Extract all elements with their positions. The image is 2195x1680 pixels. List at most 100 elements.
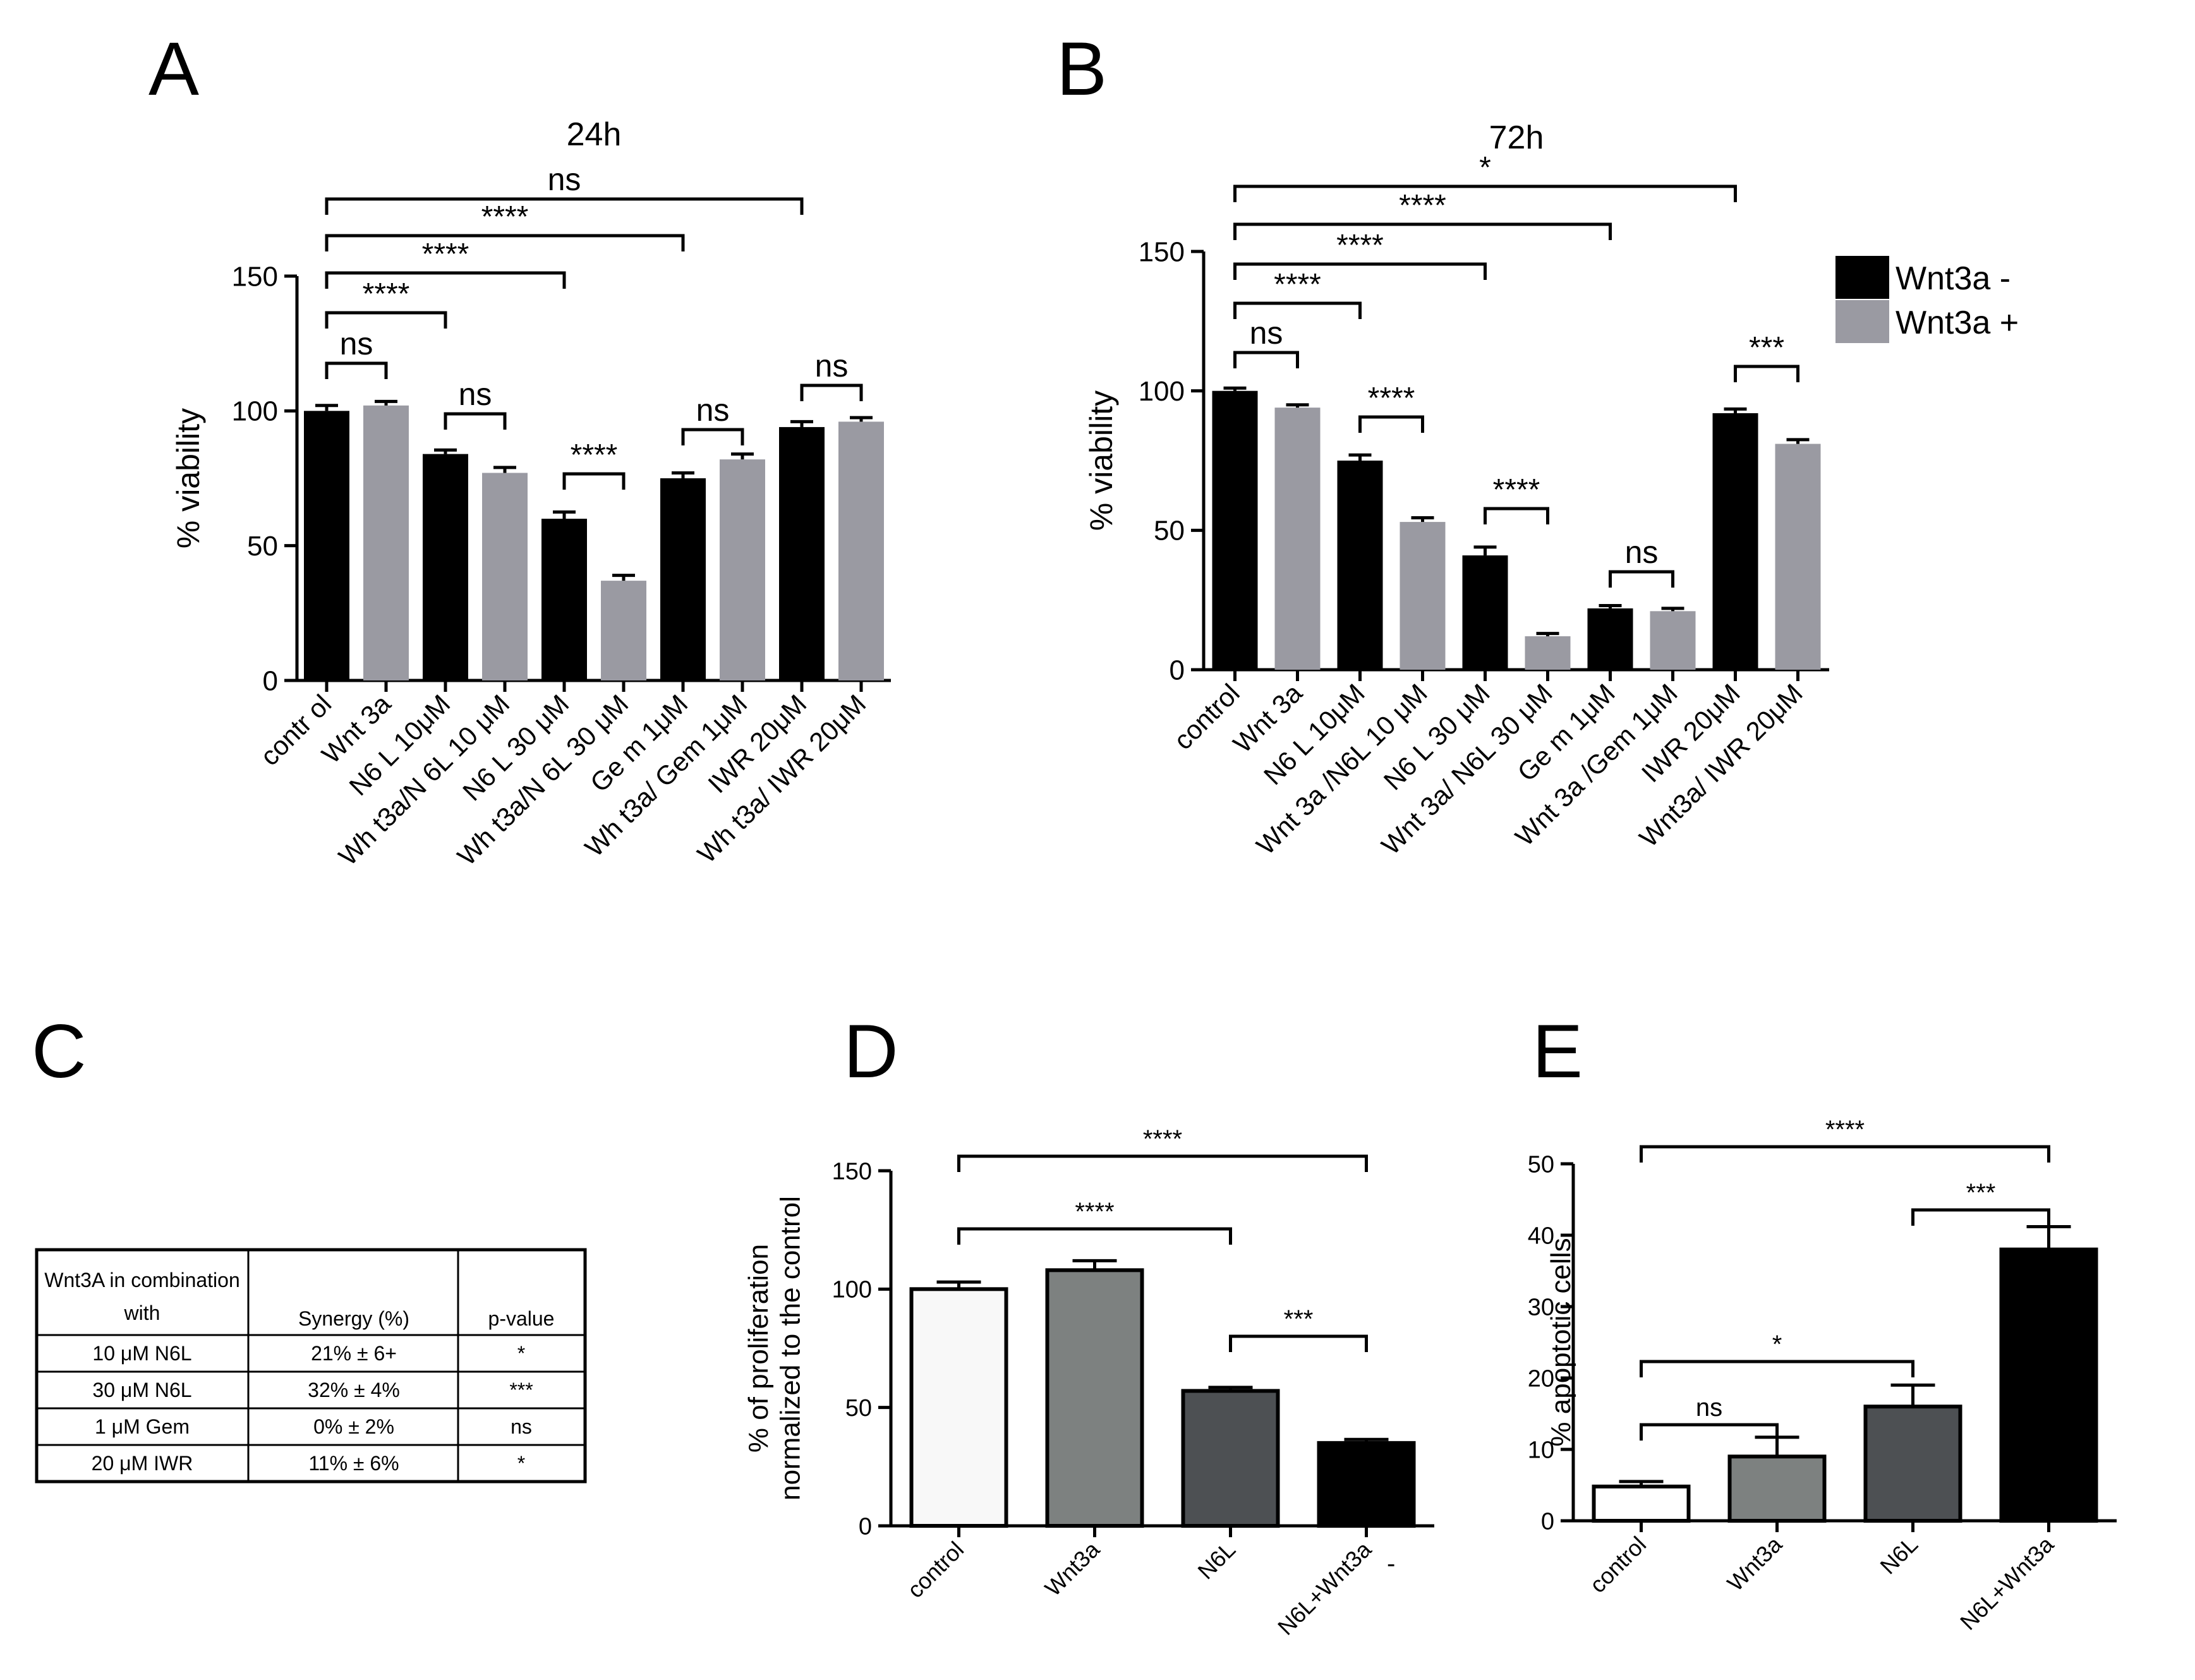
y-tick-label: 150: [232, 261, 278, 292]
y-tick-label: 0: [1170, 655, 1185, 686]
y-tick-label: 20: [1528, 1365, 1554, 1392]
significance-label: ****: [1336, 229, 1384, 262]
y-axis-label: % viability: [1084, 390, 1119, 531]
bar: [1863, 1405, 1962, 1523]
y-axis-label-line-1: % of proliferation: [743, 1244, 774, 1453]
table-cell: 21% ± 6+: [311, 1342, 397, 1365]
bar: [423, 454, 468, 680]
y-tick-label: 50: [1154, 516, 1185, 547]
significance-label: ns: [340, 326, 373, 361]
bar: [1462, 555, 1508, 670]
synergy-table: Wnt3A in combination with Synergy (%) p-…: [35, 1248, 587, 1484]
significance-label: ****: [571, 438, 618, 472]
table-cell: 10 μM N6L: [92, 1342, 191, 1365]
significance-bracket: [562, 472, 626, 490]
x-tick-label: N6L+Wnt3a: [1273, 1536, 1377, 1640]
bar: [1181, 1389, 1280, 1528]
table-cell: 1 μM Gem: [95, 1415, 190, 1438]
bar: [1400, 522, 1446, 670]
bar: [1727, 1454, 1827, 1523]
significance-label: *: [1479, 151, 1491, 184]
bar: [1317, 1441, 1416, 1528]
chart-e: 0 10 20 30 40 50 % apoptotic cells control Wnt3a…: [1528, 1116, 2117, 1635]
significance-label: ns: [696, 392, 730, 428]
table-border: [35, 1248, 587, 1484]
y-tick-label: 50: [1528, 1151, 1554, 1178]
significance-bracket: [1609, 570, 1674, 588]
legend-label-wnt3a-minus: Wnt3a -: [1896, 260, 2011, 297]
chart-d: 0 50 100 150 % of proliferationnormalized to…: [743, 1125, 1434, 1640]
table-cell: *: [517, 1342, 525, 1365]
y-tick-label: 0: [263, 665, 278, 696]
significance-label: ns: [459, 377, 492, 412]
y-tick-label: 50: [247, 531, 278, 562]
stray-mark: -: [1387, 1550, 1395, 1578]
significance-bracket: [325, 361, 388, 379]
y-tick-label: 100: [232, 396, 278, 427]
bar: [1650, 611, 1696, 670]
significance-bracket: [1233, 301, 1362, 319]
significance-bracket: [957, 1227, 1232, 1245]
bar: [1587, 608, 1633, 670]
x-tick-label: N6L: [1875, 1532, 1923, 1580]
y-tick-label: 0: [1541, 1508, 1554, 1535]
bar: [482, 473, 528, 680]
x-tick-label: N6L+Wnt3a: [1955, 1531, 2059, 1635]
significance-label: ***: [1966, 1179, 1996, 1207]
x-tick-label: Wnt3a: [1040, 1536, 1105, 1601]
significance-label: ****: [422, 238, 469, 271]
y-tick-label: 10: [1528, 1437, 1554, 1463]
bar: [660, 478, 706, 680]
y-tick-label: 100: [1139, 376, 1185, 407]
panel-letter-b: B: [1056, 27, 1107, 111]
significance-label: *: [1772, 1331, 1782, 1358]
bar: [720, 459, 765, 680]
y-tick-label: 0: [859, 1513, 872, 1540]
significance-label: ****: [1825, 1116, 1865, 1144]
significance-label: ****: [363, 277, 410, 311]
legend-label-wnt3a-plus: Wnt3a +: [1896, 305, 2019, 341]
bar: [363, 405, 409, 680]
bar: [1999, 1247, 2098, 1523]
significance-bracket: [1233, 184, 1737, 202]
table-cell: ***: [509, 1379, 533, 1401]
table-cell: 30 μM N6L: [92, 1379, 191, 1401]
chart-title: 72h: [1489, 119, 1544, 156]
bar: [1274, 408, 1321, 670]
bar: [601, 581, 646, 680]
y-axis-label-line-2: normalized to the control: [775, 1196, 806, 1501]
significance-label: ns: [548, 162, 581, 197]
y-tick-label: 30: [1528, 1294, 1554, 1320]
bar: [1045, 1268, 1144, 1528]
significance-bracket: [1640, 1360, 1914, 1377]
y-axis-label: % of proliferationnormalized to the cont…: [743, 1196, 806, 1501]
significance-bracket: [1484, 507, 1549, 524]
bar: [1212, 390, 1258, 670]
x-tick-label: control: [1585, 1532, 1651, 1598]
table-header-combination: Wnt3A in combination with: [44, 1269, 240, 1324]
y-axis-label: % viability: [171, 408, 206, 548]
significance-bracket: [325, 271, 566, 289]
significance-label: ****: [481, 200, 529, 234]
y-tick-label: 150: [1139, 236, 1185, 267]
significance-bracket: [800, 384, 863, 401]
significance-label: ****: [1399, 189, 1446, 222]
significance-bracket: [1229, 1334, 1368, 1352]
bar: [1775, 444, 1821, 670]
significance-label: ****: [1075, 1198, 1114, 1226]
legend: Wnt3a - Wnt3a +: [1835, 256, 2019, 343]
y-tick-label: 50: [845, 1395, 872, 1422]
significance-bracket: [1233, 222, 1612, 240]
table-header-pvalue: p-value: [488, 1307, 555, 1330]
bar: [779, 426, 825, 680]
x-tick-label: Wnt3a: [1722, 1531, 1787, 1596]
bar: [541, 519, 587, 680]
y-tick-label: 40: [1528, 1223, 1554, 1249]
bar: [909, 1287, 1008, 1528]
x-tick-label: N6L: [1192, 1537, 1240, 1585]
significance-bracket: [1640, 1145, 2050, 1163]
legend-swatch-wnt3a-plus: [1835, 300, 1889, 343]
